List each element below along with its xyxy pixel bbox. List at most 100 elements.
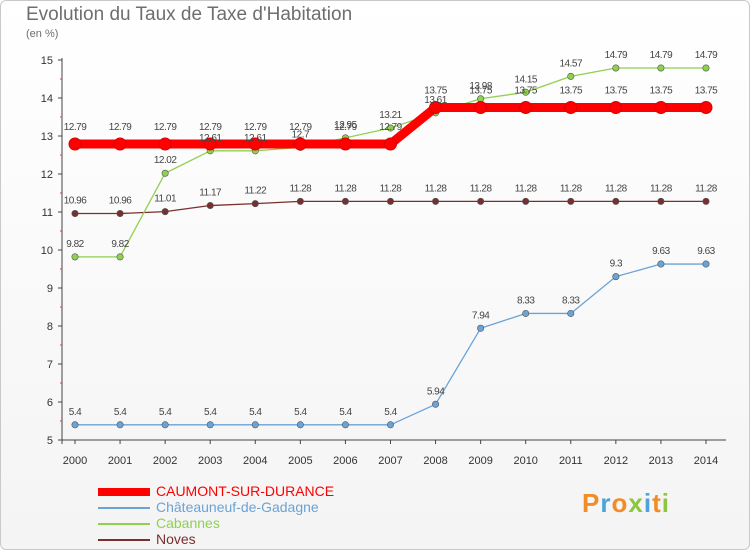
data-label: 12.79 (154, 122, 177, 133)
data-point (248, 137, 262, 151)
data-point (612, 197, 620, 205)
legend-label: Noves (156, 531, 196, 547)
data-point (429, 101, 443, 114)
y-tick-label: 10 (41, 245, 53, 257)
data-label: 11.28 (560, 183, 583, 194)
legend-item: Cabannes (98, 515, 398, 531)
data-label: 13.75 (695, 86, 718, 97)
logo-letter: o (611, 488, 629, 518)
y-tick-label: 5 (47, 435, 53, 447)
data-point (341, 197, 349, 205)
data-label: 11.28 (289, 183, 312, 194)
proxiti-logo: Proxiti (582, 488, 670, 519)
data-point (158, 137, 172, 151)
data-label: 11.22 (244, 186, 267, 197)
data-label: 12.79 (244, 122, 267, 133)
data-point (522, 309, 530, 317)
x-tick-label: 2008 (423, 455, 447, 467)
data-label: 14.79 (650, 50, 673, 61)
data-point (702, 260, 710, 268)
y-tick-label: 13 (41, 131, 53, 143)
x-tick-label: 2004 (243, 455, 267, 467)
data-label: 11.28 (470, 183, 493, 194)
data-point (386, 197, 394, 205)
data-label: 12.61 (244, 133, 267, 144)
data-label: 13.75 (605, 86, 628, 97)
data-point (206, 202, 214, 210)
data-point (477, 324, 485, 332)
logo-letter: r (600, 488, 612, 518)
data-point (116, 253, 124, 261)
logo-letter: t (652, 488, 662, 518)
data-label: 5.4 (159, 407, 172, 418)
data-point (251, 421, 259, 429)
data-label: 14.79 (605, 50, 628, 61)
x-tick-label: 2014 (694, 455, 718, 467)
data-point (612, 64, 620, 72)
logo-letter: P (582, 488, 601, 518)
data-point (386, 421, 394, 429)
y-tick-label: 8 (47, 321, 53, 333)
x-tick-label: 2012 (604, 455, 628, 467)
data-label: 10.96 (109, 196, 132, 207)
data-label: 11.17 (199, 188, 222, 199)
x-tick-label: 2001 (108, 455, 132, 467)
x-tick-label: 2013 (649, 455, 673, 467)
data-point (116, 421, 124, 429)
data-label: 12.7 (292, 129, 310, 140)
data-label: 9.63 (652, 246, 670, 257)
data-point (341, 421, 349, 429)
data-point (564, 101, 578, 114)
data-label: 13.61 (424, 95, 447, 106)
data-label: 13.75 (469, 86, 492, 97)
y-tick-label: 12 (41, 169, 53, 181)
data-point (386, 124, 394, 132)
data-label: 12.95 (334, 120, 357, 131)
data-point (71, 210, 79, 218)
data-point (432, 400, 440, 408)
y-tick-label: 7 (47, 359, 53, 371)
legend-item: CAUMONT-SUR-DURANCE (98, 483, 398, 499)
data-label: 11.01 (154, 194, 177, 205)
data-point (161, 208, 169, 216)
data-point (699, 101, 713, 114)
data-label: 9.82 (111, 239, 129, 250)
data-label: 5.4 (114, 407, 127, 418)
data-point (567, 197, 575, 205)
y-tick-label: 11 (42, 207, 53, 219)
data-point (657, 64, 665, 72)
data-label: 11.28 (650, 183, 673, 194)
data-point (251, 200, 259, 208)
data-point (702, 64, 710, 72)
data-label: 13.75 (424, 86, 447, 97)
legend-item: Châteauneuf-de-Gadagne (98, 499, 398, 515)
data-label: 5.4 (384, 407, 397, 418)
data-label: 9.63 (697, 246, 715, 257)
data-point (206, 421, 214, 429)
legend-swatch (98, 507, 150, 509)
data-label: 10.96 (64, 196, 87, 207)
data-label: 7.94 (472, 310, 490, 321)
legend-label: CAUMONT-SUR-DURANCE (156, 483, 335, 499)
data-label: 12.61 (199, 133, 222, 144)
data-label: 5.4 (339, 407, 352, 418)
data-point (68, 137, 82, 151)
legend-label: Châteauneuf-de-Gadagne (156, 499, 319, 515)
series-line (75, 263, 706, 426)
data-point (567, 72, 575, 80)
data-label: 13.21 (379, 110, 402, 121)
data-point (432, 197, 440, 205)
data-point (474, 101, 488, 114)
x-tick-label: 2003 (198, 455, 222, 467)
data-point (657, 260, 665, 268)
legend-item: Noves (98, 531, 398, 547)
data-point (161, 169, 169, 177)
logo-letter: i (661, 488, 670, 518)
data-label: 9.82 (66, 239, 84, 250)
x-tick-label: 2007 (378, 455, 402, 467)
data-label: 13.98 (469, 81, 492, 92)
data-label: 14.79 (695, 50, 718, 61)
data-label: 11.28 (335, 183, 358, 194)
